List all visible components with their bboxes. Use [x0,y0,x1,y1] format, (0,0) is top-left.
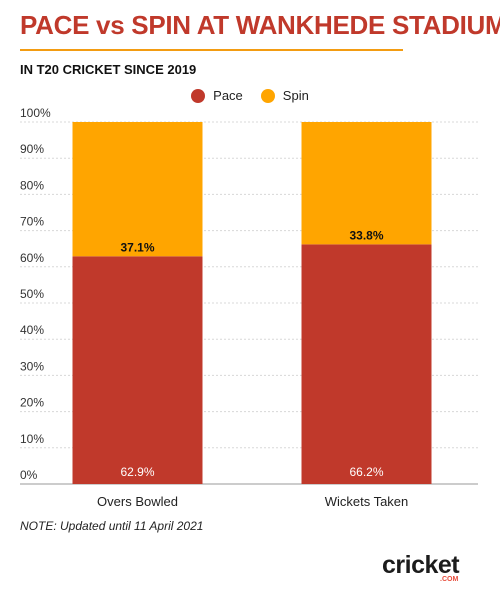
chart-title: PACE vs SPIN AT WANKHEDE STADIUM [20,10,500,40]
title-underline [20,49,403,51]
chart-subtitle: IN T20 CRICKET SINCE 2019 [20,62,197,77]
y-tick-label-60: 60% [20,251,44,265]
y-tick-label-40: 40% [20,323,44,337]
data-label-pace-0: 62.9% [120,465,154,479]
data-label-pace-1: 66.2% [349,465,383,479]
legend-label-spin: Spin [282,88,309,103]
x-tick-label-1: Wickets Taken [325,494,409,509]
chart-note: NOTE: Updated until 11 April 2021 [20,519,204,533]
logo-suffix: .COM [440,576,459,583]
y-tick-label-0: 0% [20,468,38,482]
y-tick-label-100: 100% [20,106,51,120]
bar-pace-1 [301,244,432,484]
y-tick-label-80: 80% [20,178,44,192]
bar-pace-0 [72,256,203,484]
data-label-spin-0: 37.1% [120,240,154,254]
chart-legend: Pace Spin [0,88,500,103]
y-tick-label-70: 70% [20,215,44,229]
y-tick-label-30: 30% [20,359,44,373]
legend-label-pace: Pace [213,88,243,103]
bar-spin-0 [72,122,203,257]
y-tick-label-50: 50% [20,287,44,301]
x-tick-label-0: Overs Bowled [97,494,178,509]
bar-spin-1 [301,122,432,245]
legend-swatch-spin [260,88,275,103]
y-tick-label-90: 90% [20,142,44,156]
y-tick-label-10: 10% [20,432,44,446]
y-tick-label-20: 20% [20,396,44,410]
data-label-spin-1: 33.8% [349,228,383,242]
legend-item-spin: Spin [260,88,309,103]
cricket-com-logo: cricket .COM [382,552,482,586]
logo-wordmark: cricket [382,551,460,579]
legend-swatch-pace [191,88,206,103]
legend-item-pace: Pace [191,88,243,103]
